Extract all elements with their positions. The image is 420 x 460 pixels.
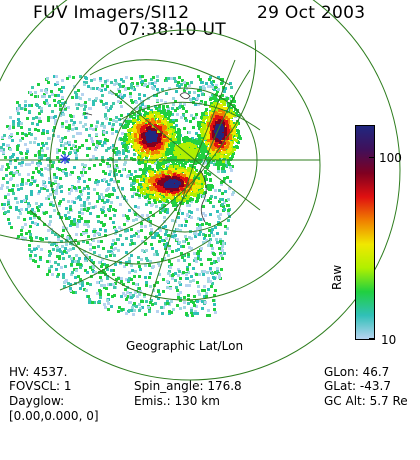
hv-readout: HV: 4537.: [9, 365, 68, 379]
date-title: 29 Oct 2003: [257, 3, 366, 23]
colorbar-tick-label-10: 10: [381, 333, 397, 347]
dayglow-values: [0.00,0.000, 0]: [9, 409, 99, 423]
colorbar-tick-10: [369, 338, 375, 339]
background-noise-pixels: [0, 75, 237, 317]
map-caption: Geographic Lat/Lon: [126, 339, 244, 353]
fovscl-readout: FOVSCL: 1: [9, 379, 72, 393]
lat-lon-grid: [0, 0, 401, 381]
gc-alt-readout: GC Alt: 5.7 Re: [324, 394, 408, 408]
spin-angle-readout: Spin_angle: 176.8: [134, 379, 242, 393]
glat-readout: GLat: -43.7: [324, 379, 391, 393]
instrument-title: FUV Imagers/SI12: [33, 3, 190, 23]
time-title: 07:38:10 UT: [118, 20, 226, 40]
colorbar-tick-label-100: 100: [379, 151, 402, 165]
colorbar: [355, 125, 375, 340]
glon-readout: GLon: 46.7: [324, 365, 390, 379]
sun-direction-marker: [60, 154, 70, 164]
colorbar-label: Raw: [330, 264, 344, 290]
coastline: [84, 92, 207, 223]
dayglow-readout: Dayglow:: [9, 394, 65, 408]
emission-altitude-readout: Emis.: 130 km: [134, 394, 220, 408]
colorbar-tick-100: [369, 157, 375, 158]
